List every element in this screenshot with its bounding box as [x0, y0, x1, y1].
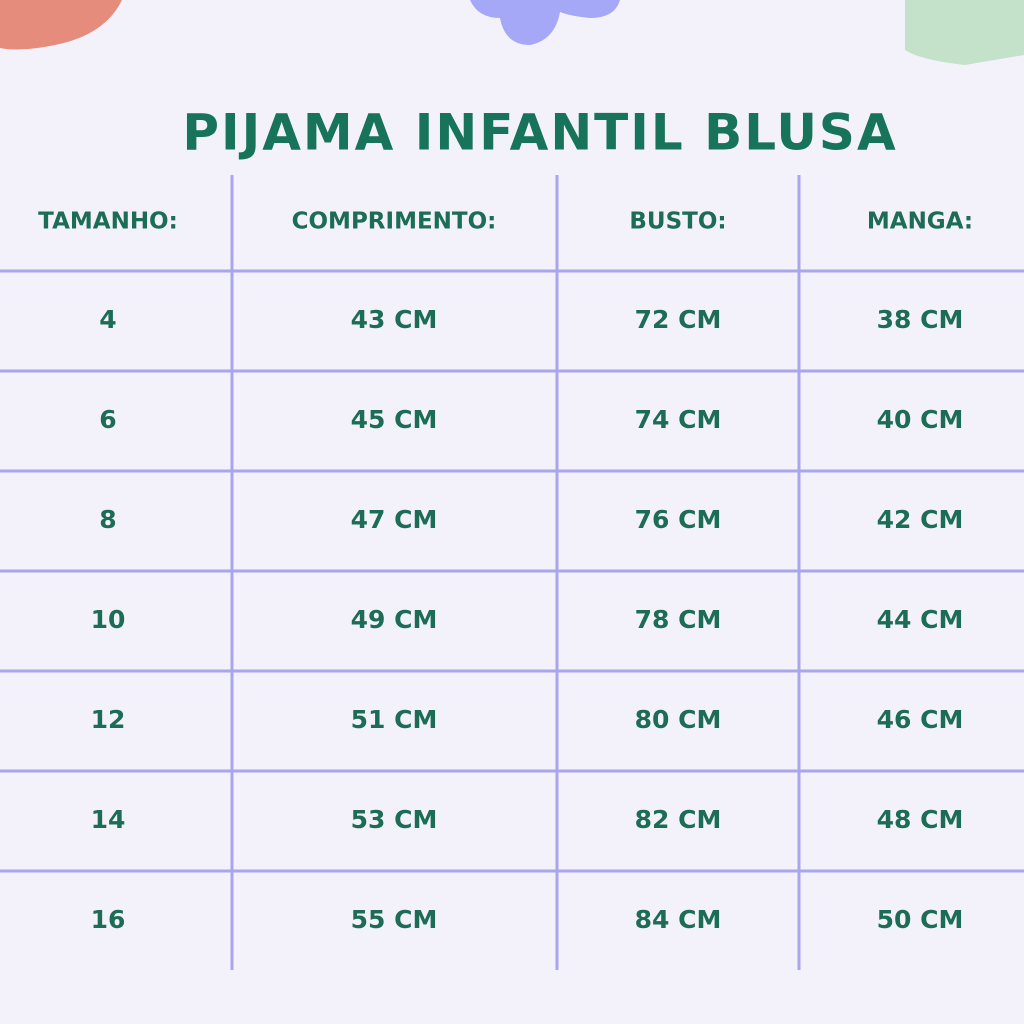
table-cell: 47 CM [351, 505, 438, 534]
table-cell: 84 CM [635, 905, 722, 934]
header-cell: COMPRIMENTO: [292, 209, 497, 235]
table-cell: 8 [99, 505, 116, 534]
header-cell: BUSTO: [629, 209, 726, 235]
table-cell: 51 CM [351, 705, 438, 734]
table-cell: 14 [91, 805, 126, 834]
table-cell: 76 CM [635, 505, 722, 534]
table-cell: 43 CM [351, 305, 438, 334]
table-cell: 53 CM [351, 805, 438, 834]
table-cell: 46 CM [877, 705, 964, 734]
table-cell: 44 CM [877, 605, 964, 634]
table-cell: 6 [99, 405, 116, 434]
table-cell: 42 CM [877, 505, 964, 534]
decor-flower [470, 0, 620, 45]
table-cell: 4 [99, 305, 116, 334]
table-cell: 72 CM [635, 305, 722, 334]
table-cell: 55 CM [351, 905, 438, 934]
table-cell: 12 [91, 705, 126, 734]
table-cell: 48 CM [877, 805, 964, 834]
decor-blob [905, 0, 1024, 65]
title: PIJAMA INFANTIL BLUSA [182, 104, 897, 162]
table-cell: 78 CM [635, 605, 722, 634]
table-cell: 10 [91, 605, 126, 634]
table-cells: TAMANHO: COMPRIMENTO: BUSTO: MANGA: 4 43 CM 72… [38, 209, 973, 935]
header-cell: MANGA: [867, 209, 973, 235]
table-cell: 40 CM [877, 405, 964, 434]
table-cell: 80 CM [635, 705, 722, 734]
header-cell: TAMANHO: [38, 209, 178, 235]
table-cell: 50 CM [877, 905, 964, 934]
decor-blob [0, 0, 122, 50]
table-cell: 49 CM [351, 605, 438, 634]
table-grid [0, 175, 1024, 970]
table-cell: 74 CM [635, 405, 722, 434]
table-cell: 45 CM [351, 405, 438, 434]
table-cell: 82 CM [635, 805, 722, 834]
table-cell: 16 [91, 905, 126, 934]
table-cell: 38 CM [877, 305, 964, 334]
